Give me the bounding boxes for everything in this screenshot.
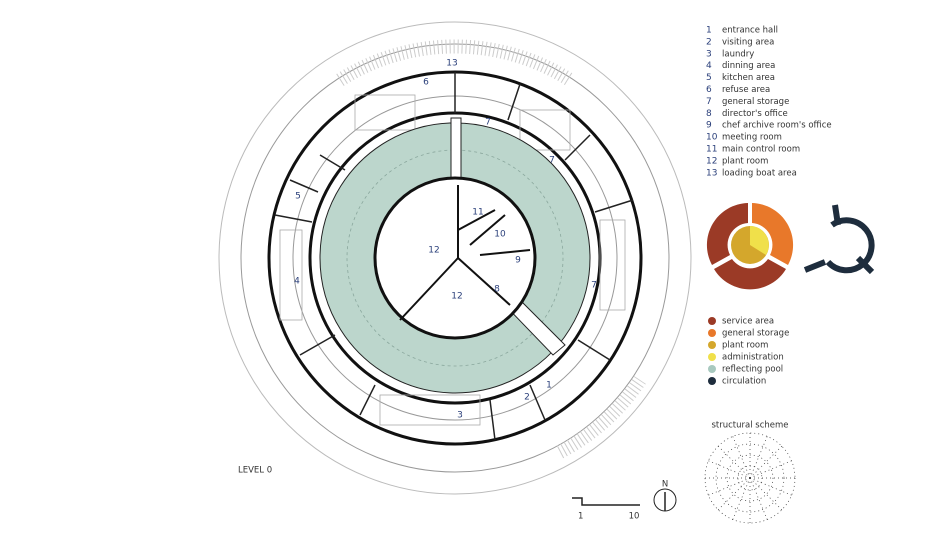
legend-number: 9 — [706, 121, 712, 131]
struct-ray — [732, 436, 751, 479]
struct-ray — [749, 477, 792, 496]
legend-number: 4 — [706, 61, 712, 71]
room-number: 8 — [494, 285, 500, 295]
room-number: 1 — [546, 381, 552, 391]
room-number: 12 — [451, 292, 462, 302]
stairs-top — [336, 39, 574, 86]
struct-ray — [732, 477, 751, 520]
struct-ray — [708, 460, 751, 479]
struct-ray — [708, 477, 751, 496]
pool-dashed — [346, 149, 564, 367]
legend-swatch — [708, 365, 716, 373]
pool-walkway-top — [450, 117, 462, 183]
north-label: N — [662, 480, 668, 490]
plan-title: LEVEL 0 — [238, 466, 272, 476]
zone-legend: service area general storage plant room adm… — [708, 317, 789, 387]
legend-number: 7 — [706, 97, 712, 107]
legend-label: administration — [722, 353, 784, 363]
legend-label: entrance hall — [722, 26, 778, 36]
legend-swatch — [708, 341, 716, 349]
legend-swatch — [708, 353, 716, 361]
legend-label: director's office — [722, 109, 788, 119]
legend-label: main control room — [722, 145, 800, 155]
legend-label: laundry — [722, 49, 754, 59]
zone-diagram — [706, 203, 794, 290]
legend-label: chef archive room's office — [722, 121, 832, 131]
circulation-diagram — [803, 204, 875, 275]
legend-number: 11 — [706, 145, 717, 155]
struct-ray — [749, 436, 768, 479]
legend-label: circulation — [722, 377, 766, 387]
legend-label: service area — [722, 317, 774, 327]
legend-label: visiting area — [722, 37, 774, 47]
room-number: 7 — [591, 281, 597, 291]
legend-label: loading boat area — [722, 168, 797, 178]
room-number: 7 — [485, 118, 491, 128]
room-number: 6 — [423, 78, 429, 88]
legend-label: refuse area — [722, 85, 770, 95]
legend-label: general storage — [722, 329, 789, 339]
struct-ring — [715, 443, 785, 513]
legend-swatch — [708, 329, 716, 337]
room-number: 3 — [457, 411, 463, 421]
structural-scheme — [704, 432, 796, 524]
room-number: 13 — [446, 59, 457, 69]
legend-swatch — [708, 317, 716, 325]
legend-label: meeting room — [722, 133, 782, 143]
core-partitions — [399, 185, 531, 321]
room-number: 11 — [472, 208, 483, 218]
struct-ray — [749, 477, 783, 511]
struct-ray — [749, 460, 792, 479]
legend-number: 8 — [706, 109, 712, 119]
room-number: 2 — [524, 393, 530, 403]
legend-label: plant room — [722, 156, 768, 166]
legend-number: 10 — [706, 133, 718, 143]
partitions — [274, 72, 634, 441]
room-number: 9 — [515, 256, 521, 266]
legend-label: dinning area — [722, 61, 775, 71]
room-number: 4 — [294, 277, 300, 287]
room-number: 7 — [549, 156, 555, 166]
struct-ray — [717, 477, 751, 511]
room-number: 12 — [428, 246, 439, 256]
legend-swatch — [708, 377, 716, 385]
struct-ray — [717, 445, 751, 479]
legend-number: 5 — [706, 73, 712, 83]
structural-title: structural scheme — [711, 421, 788, 431]
legend-label: plant room — [722, 341, 768, 351]
struct-ray — [749, 477, 768, 520]
legend-label: reflecting pool — [722, 365, 783, 375]
scale-start: 1 — [578, 512, 583, 522]
deck-circle — [240, 43, 670, 473]
scale-end: 10 — [629, 512, 640, 522]
legend-number: 6 — [706, 85, 712, 95]
legend-label: kitchen area — [722, 73, 775, 83]
scale-bar — [572, 497, 640, 506]
legend-label: general storage — [722, 97, 789, 107]
furniture — [279, 94, 626, 426]
core-wall — [373, 176, 537, 340]
site-circle — [218, 21, 692, 495]
legend-number: 13 — [706, 168, 717, 178]
room-number: 5 — [295, 192, 301, 202]
legend-number: 3 — [706, 49, 712, 59]
room-legend: 1 entrance hall 2 visiting area 3 laundry 4 din… — [706, 26, 832, 179]
struct-ring — [726, 454, 774, 502]
legend-number: 12 — [706, 156, 717, 166]
struct-ray — [749, 445, 783, 479]
room-number: 10 — [494, 230, 506, 240]
legend-number: 1 — [706, 26, 712, 36]
legend-number: 2 — [706, 37, 712, 47]
